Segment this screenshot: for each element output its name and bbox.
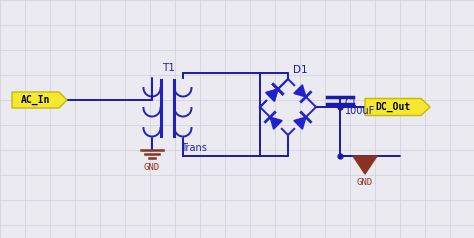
Polygon shape	[294, 117, 306, 129]
Text: DC_Out: DC_Out	[376, 102, 411, 112]
Text: GND: GND	[144, 163, 160, 172]
Polygon shape	[12, 92, 67, 108]
Polygon shape	[266, 89, 278, 101]
Polygon shape	[294, 85, 306, 97]
Text: T1: T1	[162, 63, 175, 73]
Text: 100uF: 100uF	[345, 106, 375, 116]
Polygon shape	[266, 89, 278, 101]
Text: D1: D1	[293, 65, 308, 75]
Text: Trans: Trans	[181, 143, 207, 153]
Polygon shape	[270, 117, 282, 129]
Text: C1: C1	[345, 98, 358, 108]
Polygon shape	[353, 156, 377, 174]
Polygon shape	[365, 99, 430, 115]
Text: AC_In: AC_In	[21, 95, 50, 105]
Text: GND: GND	[357, 178, 373, 187]
